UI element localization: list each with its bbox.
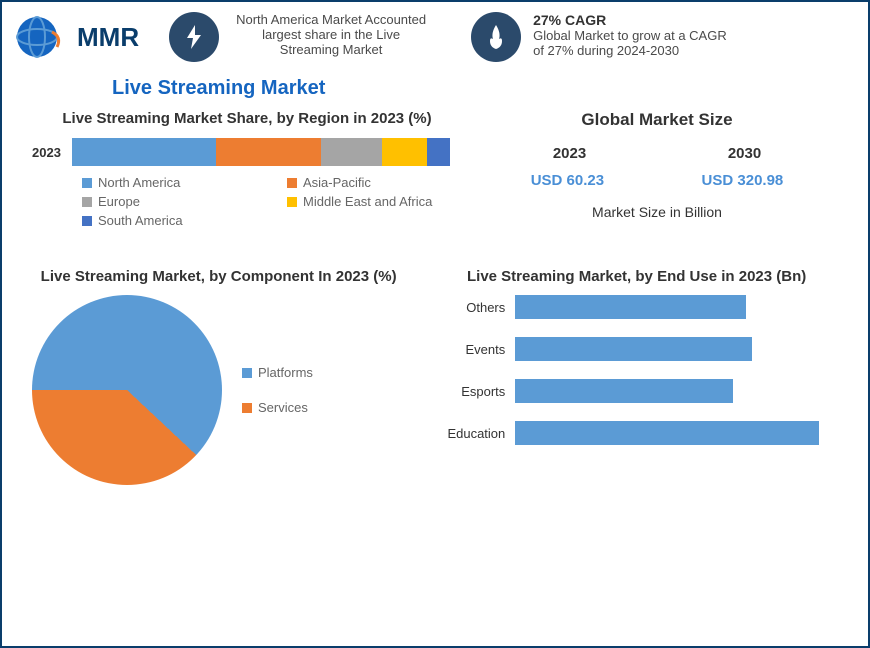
legend-swatch	[82, 178, 92, 188]
hbar-row: Esports	[435, 379, 838, 403]
legend-item: South America	[82, 213, 257, 228]
ms-value-b: USD 320.98	[702, 172, 784, 189]
logo-text: MMR	[77, 22, 139, 53]
legend-label: North America	[98, 175, 180, 190]
region-chart-title: Live Streaming Market Share, by Region i…	[32, 110, 462, 127]
bar-segment	[321, 138, 381, 166]
pie-chart-block: Live Streaming Market, by Component In 2…	[32, 268, 405, 485]
hbar-label: Esports	[435, 384, 515, 399]
bar-segment	[72, 138, 216, 166]
legend-item: Platforms	[242, 365, 313, 380]
info-block-2: 27% CAGR Global Market to grow at a CAGR…	[471, 12, 733, 62]
bar-chart-block: Live Streaming Market, by End Use in 202…	[435, 268, 838, 485]
pie-chart	[32, 295, 222, 485]
market-size-values: USD 60.23 USD 320.98	[482, 172, 832, 189]
globe-icon	[12, 12, 72, 62]
market-size-block: Global Market Size 2023 2030 USD 60.23 U…	[482, 110, 832, 228]
stacked-bar-container: 2023	[32, 137, 462, 167]
hbar-row: Education	[435, 421, 838, 445]
legend-item: Asia-Pacific	[287, 175, 462, 190]
hbar	[515, 421, 819, 445]
legend-label: Europe	[98, 194, 140, 209]
hbar-row: Events	[435, 337, 838, 361]
legend-label: Services	[258, 400, 308, 415]
bar-segment	[382, 138, 427, 166]
legend-label: Middle East and Africa	[303, 194, 432, 209]
region-year-label: 2023	[32, 145, 61, 160]
hbar-label: Education	[435, 426, 515, 441]
bar-segment	[427, 138, 450, 166]
hbar-row: Others	[435, 295, 838, 319]
header-row: MMR North America Market Accounted large…	[12, 12, 858, 62]
legend-item: Europe	[82, 194, 257, 209]
lightning-icon	[169, 12, 219, 62]
legend-item: North America	[82, 175, 257, 190]
cagr-title: 27% CAGR	[533, 12, 733, 28]
legend-item: Middle East and Africa	[287, 194, 462, 209]
stacked-bar	[71, 137, 451, 167]
cagr-text: Global Market to grow at a CAGR of 27% d…	[533, 28, 733, 58]
legend-label: South America	[98, 213, 183, 228]
info-text-1: North America Market Accounted largest s…	[231, 12, 431, 57]
legend-swatch	[82, 216, 92, 226]
legend-item: Services	[242, 400, 313, 415]
charts-area: Live Streaming Market Share, by Region i…	[12, 110, 858, 485]
ms-year-a: 2023	[553, 145, 586, 162]
pie-area: Platforms Services	[32, 295, 405, 485]
legend-swatch	[287, 178, 297, 188]
main-title: Live Streaming Market	[112, 77, 858, 100]
market-size-title: Global Market Size	[482, 110, 832, 130]
hbar-label: Events	[435, 342, 515, 357]
hbar-chart: Others Events Esports Education	[435, 295, 838, 445]
region-chart: Live Streaming Market Share, by Region i…	[32, 110, 462, 228]
region-legend: North America Asia-Pacific Europe Middle Ea…	[82, 175, 462, 228]
bottom-row: Live Streaming Market, by Component In 2…	[32, 268, 838, 485]
bar-chart-title: Live Streaming Market, by End Use in 202…	[435, 268, 838, 285]
pie-legend: Platforms Services	[242, 365, 313, 415]
hbar	[515, 379, 733, 403]
logo-area: MMR	[12, 12, 139, 62]
legend-swatch	[287, 197, 297, 207]
bar-segment	[216, 138, 322, 166]
cagr-text-block: 27% CAGR Global Market to grow at a CAGR…	[533, 12, 733, 58]
ms-value-a: USD 60.23	[531, 172, 604, 189]
info-block-1: North America Market Accounted largest s…	[169, 12, 431, 62]
infographic-container: MMR North America Market Accounted large…	[0, 0, 870, 648]
hbar	[515, 295, 745, 319]
hbar-label: Others	[435, 300, 515, 315]
market-size-years: 2023 2030	[482, 145, 832, 162]
flame-icon	[471, 12, 521, 62]
hbar	[515, 337, 752, 361]
legend-swatch	[82, 197, 92, 207]
legend-label: Asia-Pacific	[303, 175, 371, 190]
legend-swatch	[242, 368, 252, 378]
market-size-caption: Market Size in Billion	[482, 204, 832, 220]
pie-chart-title: Live Streaming Market, by Component In 2…	[32, 268, 405, 285]
legend-label: Platforms	[258, 365, 313, 380]
legend-swatch	[242, 403, 252, 413]
ms-year-b: 2030	[728, 145, 761, 162]
